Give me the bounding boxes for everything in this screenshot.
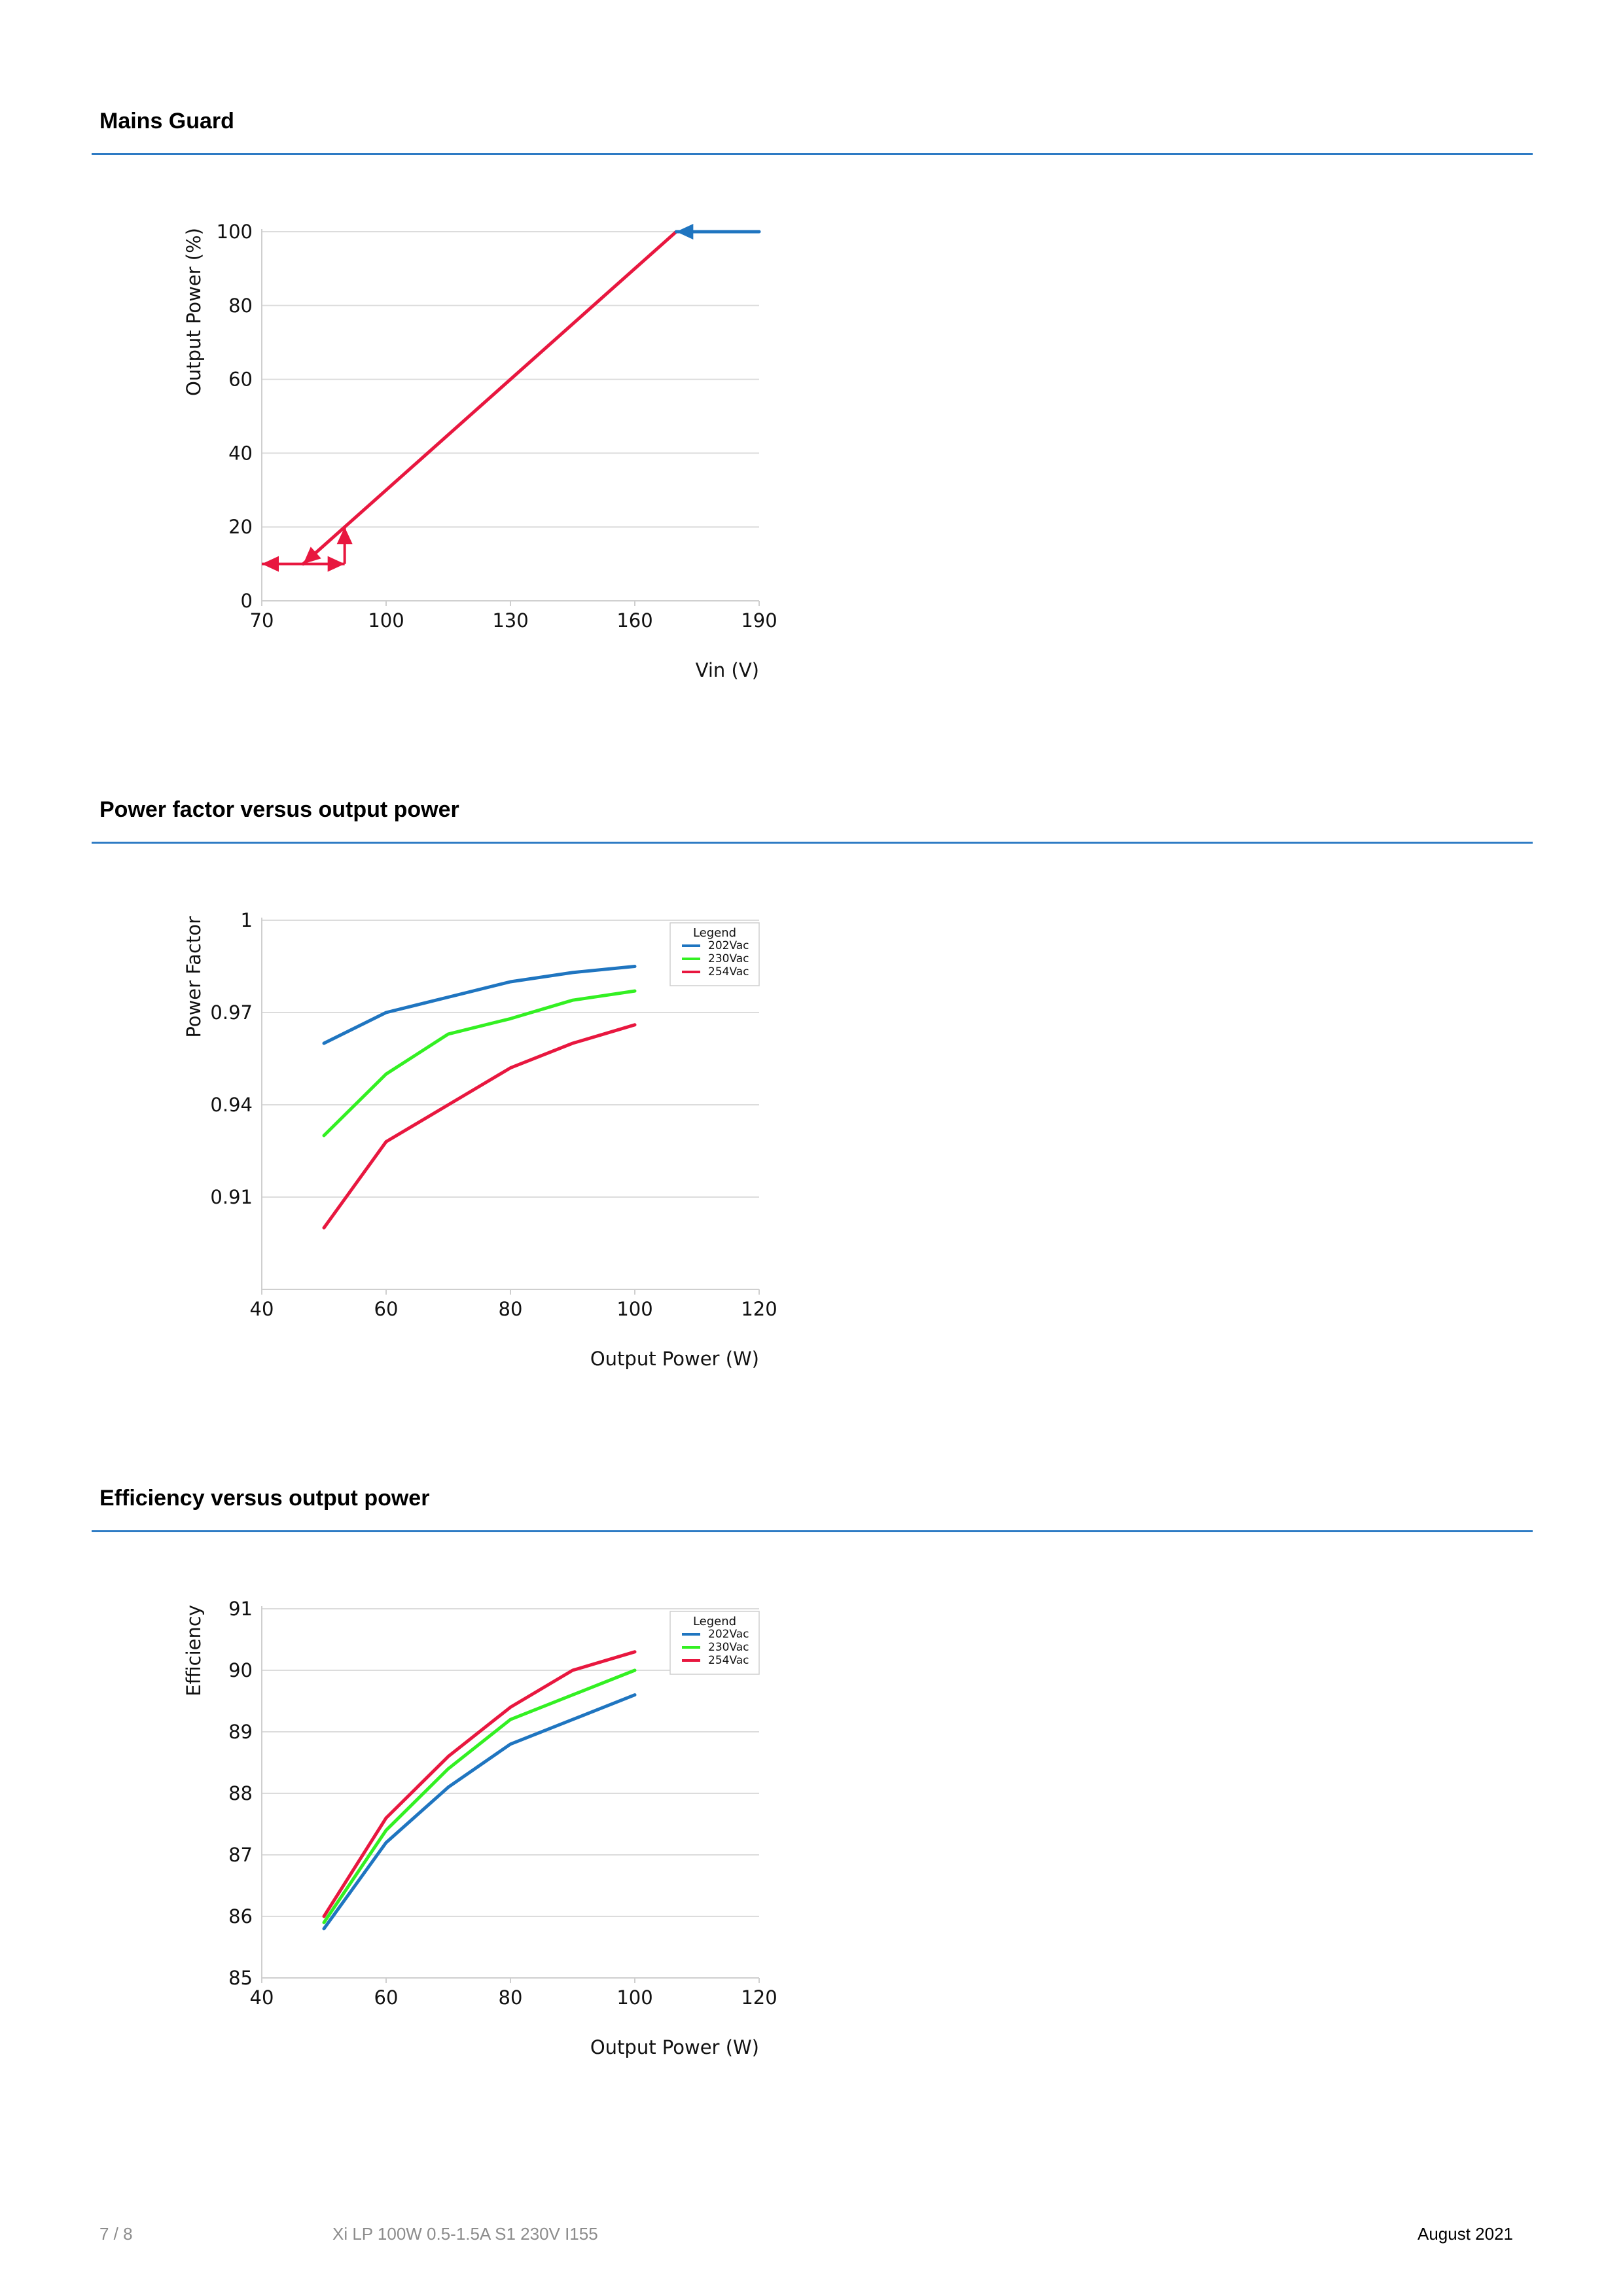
arrow-1-head [262, 556, 279, 572]
arrow-3-head [336, 527, 353, 545]
x-tick-label: 40 [250, 1986, 274, 2009]
x-tick-label: 70 [250, 609, 274, 632]
y-tick-label: 0.91 [210, 1186, 253, 1208]
y-tick-label: 85 [228, 1967, 253, 1989]
x-tick-label: 80 [499, 1298, 523, 1320]
y-tick-label: 88 [228, 1782, 253, 1804]
legend-box [669, 1611, 760, 1675]
arrow-0-head [676, 224, 694, 240]
series-line-230Vac [322, 1668, 637, 1924]
y-tick-label: 87 [228, 1844, 253, 1866]
legend-item-202Vac: 202Vac [708, 1628, 749, 1641]
x-tick-label: 190 [741, 609, 777, 632]
efficiency-chart-svg: 85 86 87 88 89 90 91 40 60 80 100 120 Output Power (… [183, 1598, 777, 2058]
y-tick-label: 90 [228, 1659, 253, 1681]
section-divider [92, 153, 1533, 155]
x-tick-label: 80 [499, 1986, 523, 2009]
y-tick-label: 89 [228, 1721, 253, 1743]
x-tick-label: 160 [616, 609, 652, 632]
y-tick-label: 100 [217, 221, 253, 243]
y-tick-label: 0.97 [210, 1001, 253, 1024]
series-line-254Vac [322, 1023, 637, 1230]
footer-product-name: Xi LP 100W 0.5-1.5A S1 230V I155 [332, 2224, 598, 2244]
x-tick-label: 120 [741, 1298, 777, 1320]
x-tick-label: 130 [492, 609, 528, 632]
legend-item-202Vac: 202Vac [708, 939, 749, 952]
x-tick-label: 60 [374, 1298, 399, 1320]
y-tick-label: 20 [228, 516, 253, 538]
x-axis-label: Output Power (W) [590, 1348, 759, 1370]
section-title-efficiency: Efficiency versus output power [99, 1486, 430, 1511]
y-tick-label: 0 [241, 590, 253, 612]
y-axis-label: Efficiency [183, 1605, 205, 1696]
mains-guard-chart: 0 20 40 60 80 100 70 100 130 160 190 Vin (V) Output … [157, 196, 812, 798]
legend-title: Legend [693, 926, 736, 940]
x-tick-label: 100 [616, 1298, 652, 1320]
footer-page-number: 7 / 8 [99, 2224, 133, 2244]
section-divider [92, 1530, 1533, 1532]
legend-item-230Vac: 230Vac [708, 952, 749, 965]
power-factor-chart-svg: 0.91 0.94 0.97 1 40 60 80 100 120 Output Power (W… [183, 909, 777, 1370]
y-axis-label: Power Factor [183, 916, 205, 1038]
legend-title: Legend [693, 1615, 736, 1628]
y-tick-label: 1 [241, 909, 253, 931]
legend-box [669, 922, 760, 986]
y-tick-label: 91 [228, 1598, 253, 1620]
series-line-230Vac [322, 989, 637, 1138]
y-tick-label: 80 [228, 295, 253, 317]
series-line-254Vac [322, 1650, 637, 1918]
x-tick-label: 60 [374, 1986, 399, 2009]
x-tick-label: 100 [616, 1986, 652, 2009]
y-tick-label: 40 [228, 442, 253, 464]
x-tick-label: 120 [741, 1986, 777, 2009]
footer-date: August 2021 [1418, 2224, 1514, 2244]
legend-item-254Vac: 254Vac [708, 965, 749, 978]
section-divider [92, 842, 1533, 844]
series-line-202Vac [322, 965, 637, 1045]
x-axis-label: Output Power (W) [590, 2036, 759, 2058]
y-axis-label: Output Power (%) [183, 228, 205, 396]
legend-item-230Vac: 230Vac [708, 1641, 749, 1654]
series-line-curve-0 [301, 230, 678, 566]
mains-guard-chart-svg: 0 20 40 60 80 100 70 100 130 160 190 Vin (V) Output … [183, 221, 777, 681]
y-tick-label: 60 [228, 368, 253, 391]
efficiency-chart: 85 86 87 88 89 90 91 40 60 80 100 120 Output Power (… [157, 1573, 812, 2176]
series-line-202Vac [322, 1693, 637, 1931]
section-title-mains-guard: Mains Guard [99, 109, 234, 134]
section-title-power-factor: Power factor versus output power [99, 797, 459, 822]
y-tick-label: 0.94 [210, 1094, 253, 1116]
arrow-4-head [303, 547, 321, 564]
x-tick-label: 40 [250, 1298, 274, 1320]
x-tick-label: 100 [368, 609, 404, 632]
y-tick-label: 86 [228, 1905, 253, 1928]
legend-item-254Vac: 254Vac [708, 1654, 749, 1667]
x-axis-label: Vin (V) [696, 659, 759, 681]
arrow-2-head [327, 556, 345, 572]
power-factor-chart: 0.91 0.94 0.97 1 40 60 80 100 120 Output Power (W… [157, 885, 812, 1487]
